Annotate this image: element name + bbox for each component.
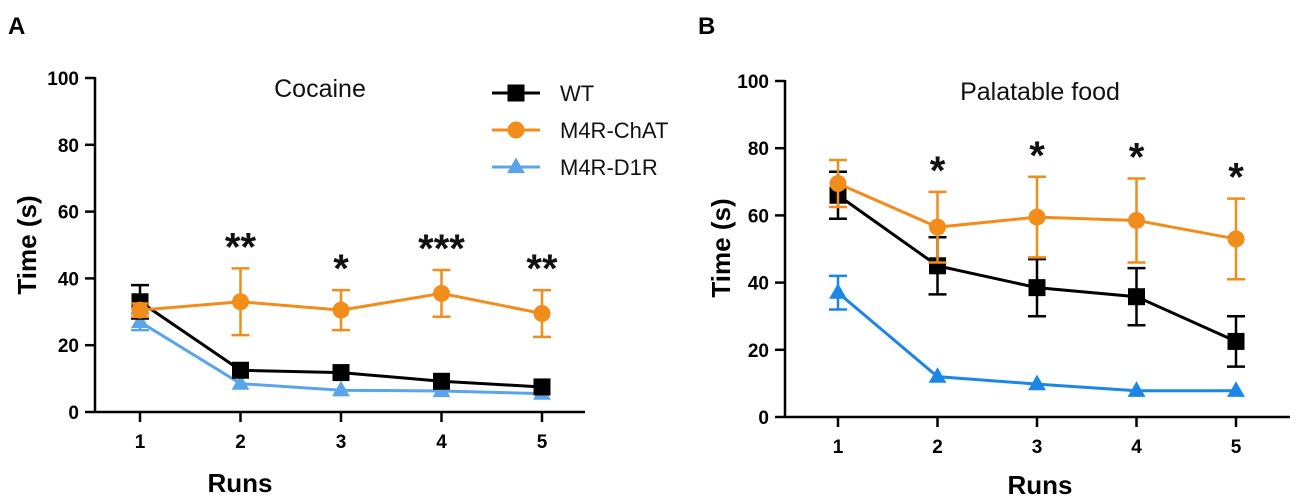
data-point-b-wt-4	[1128, 288, 1145, 306]
panel-b: B Palatable food Runs Time (s) 0 20 40 60 80…	[698, 13, 1290, 500]
data-point-a-wt-2	[232, 361, 249, 379]
significance-label-a-5: **	[526, 247, 558, 291]
significance-label-b-4: *	[1129, 135, 1145, 179]
x-tick-label-b-2: 2	[932, 437, 943, 458]
significance-label-b-2: *	[930, 149, 946, 193]
y-tick-label-a-80: 80	[58, 136, 79, 157]
panel-letter-b: B	[698, 13, 715, 40]
data-point-b-m4r-d1r-1	[829, 283, 847, 299]
series-a-m4r-chat	[131, 267, 551, 339]
y-tick-label-a-20: 20	[58, 336, 79, 357]
data-point-b-m4r-d1r-4	[1127, 381, 1146, 397]
data-point-b-wt-3	[1028, 279, 1046, 297]
data-point-b-m4r-chat-4	[1128, 211, 1145, 229]
data-point-b-m4r-chat-5	[1227, 230, 1245, 248]
x-tick-label-a-2: 2	[235, 432, 246, 453]
x-axis-title-a: Runs	[208, 468, 273, 498]
significance-label-a-4: ***	[418, 227, 465, 271]
x-tick-label-a-4: 4	[436, 432, 447, 453]
data-point-a-m4r-chat-2	[232, 293, 249, 311]
y-tick-label-b-80: 80	[748, 139, 769, 160]
x-axis-title-b: Runs	[1008, 470, 1073, 500]
y-tick-label-a-100: 100	[47, 69, 79, 90]
data-point-b-m4r-chat-1	[829, 174, 847, 192]
x-tick-label-b-1: 1	[833, 437, 844, 458]
panel-a: A Cocaine Runs Time (s) 0 20 40 60 80 100 1 2 3 4…	[8, 13, 585, 498]
data-point-b-m4r-d1r-5	[1227, 381, 1245, 397]
data-point-a-m4r-d1r-2	[231, 374, 250, 390]
series-b-wt	[829, 170, 1245, 368]
legend-marker-m4r-d1r	[507, 157, 525, 174]
panel-letter-a: A	[8, 13, 25, 40]
data-point-a-wt-5	[533, 378, 551, 396]
y-axis-title-a: Time (s)	[12, 195, 42, 294]
significance-label-a-3: *	[333, 247, 349, 291]
data-point-b-m4r-d1r-3	[1028, 374, 1046, 391]
data-point-b-m4r-chat-3	[1028, 208, 1046, 226]
data-point-a-m4r-chat-3	[332, 301, 350, 319]
series-b-m4r-d1r	[829, 274, 1245, 397]
y-tick-label-b-20: 20	[748, 341, 769, 362]
series-b-m4r-chat	[829, 158, 1245, 281]
data-point-a-m4r-chat-4	[433, 284, 450, 302]
legend-marker-wt	[507, 84, 525, 102]
data-point-b-m4r-chat-2	[929, 218, 946, 236]
significance-label-b-5: *	[1228, 156, 1244, 200]
data-point-a-m4r-d1r-1	[131, 312, 149, 328]
x-tick-label-b-4: 4	[1131, 437, 1142, 458]
y-tick-label-b-40: 40	[748, 274, 769, 295]
chart-title-a: Cocaine	[274, 75, 366, 103]
x-tick-label-b-3: 3	[1032, 437, 1043, 458]
data-point-a-m4r-chat-1	[131, 301, 149, 319]
legend-label-wt: WT	[560, 81, 594, 106]
y-tick-label-b-60: 60	[748, 206, 769, 227]
legend: WT M4R-ChAT M4R-D1R	[492, 81, 668, 180]
significance-label-b-3: *	[1029, 134, 1045, 178]
y-tick-label-b-100: 100	[737, 72, 769, 93]
x-tick-label-a-3: 3	[336, 432, 347, 453]
x-tick-label-b-5: 5	[1231, 437, 1242, 458]
legend-label-m4r-chat: M4R-ChAT	[560, 118, 668, 143]
plot-area-b: 0 20 40 60 80 100 1 2 3 4 5 * * * *	[737, 72, 1290, 458]
data-point-a-wt-3	[332, 364, 350, 382]
data-point-b-m4r-d1r-2	[928, 367, 947, 383]
legend-label-m4r-d1r: M4R-D1R	[560, 155, 658, 180]
chart-title-b: Palatable food	[960, 78, 1120, 106]
data-point-a-m4r-d1r-3	[332, 380, 350, 397]
x-tick-label-a-1: 1	[135, 432, 146, 453]
data-point-b-wt-5	[1227, 332, 1245, 350]
y-tick-label-a-60: 60	[58, 203, 79, 224]
data-point-a-m4r-chat-5	[533, 304, 551, 322]
y-tick-label-a-40: 40	[58, 269, 79, 290]
y-tick-label-b-0: 0	[758, 408, 769, 429]
y-axis-title-b: Time (s)	[706, 198, 736, 297]
legend-marker-m4r-chat	[507, 121, 525, 139]
x-tick-label-a-5: 5	[537, 432, 548, 453]
significance-label-a-2: **	[225, 225, 257, 269]
data-point-a-wt-4	[433, 372, 450, 390]
y-tick-label-a-0: 0	[68, 403, 79, 424]
